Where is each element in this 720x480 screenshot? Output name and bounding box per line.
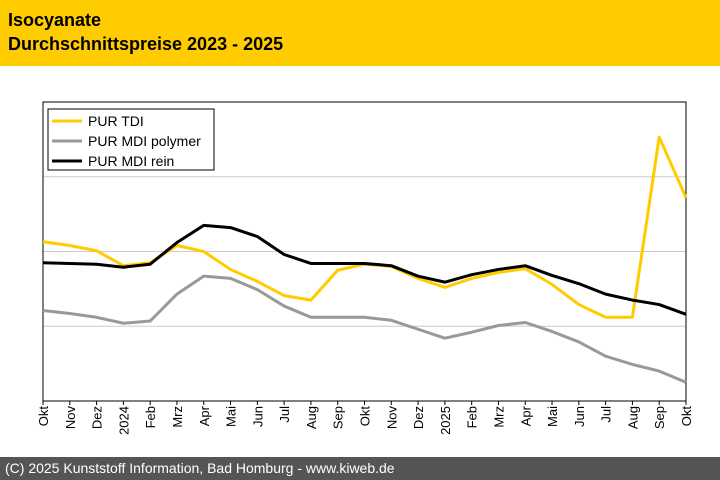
chart-title: Isocyanate: [8, 10, 102, 30]
x-tick-label: Mrz: [491, 406, 506, 428]
x-tick-label: 2025: [438, 406, 453, 435]
legend-label: PUR MDI rein: [88, 153, 174, 169]
line-chart: Okt Nov Dez 2024 Feb Mrz Apr Mai Jun Jul Aug Sep Okt…: [36, 101, 694, 435]
x-tick-label: Mai: [224, 406, 239, 427]
series-line-pur-mdi-rein: [42, 223, 687, 316]
chart-subtitle: Durchschnittspreise 2023 - 2025: [8, 34, 284, 54]
x-tick-label: 2024: [116, 406, 131, 435]
x-tick-label: Feb: [143, 406, 158, 428]
legend-label: PUR MDI polymer: [88, 133, 201, 149]
x-tick-label: Jun: [572, 406, 587, 427]
x-tick-label: Jul: [277, 406, 292, 423]
legend-label: PUR TDI: [88, 113, 144, 129]
x-tick-label: Aug: [625, 406, 640, 429]
x-tick-label: Dez: [411, 406, 426, 429]
legend: PUR TDI PUR MDI polymer PUR MDI rein: [47, 108, 215, 171]
x-tick-label: Jul: [599, 406, 614, 423]
x-tick-label: Sep: [652, 406, 667, 429]
x-tick-label: Mai: [545, 406, 560, 427]
x-tick-label: Mrz: [170, 406, 185, 428]
x-tick-label: Apr: [518, 405, 533, 426]
x-tick-label: Dez: [90, 406, 105, 429]
x-tick-label: Sep: [331, 406, 346, 429]
x-tick-label: Okt: [679, 406, 694, 427]
footer-copyright: (C) 2025 Kunststoff Information, Bad Hom…: [0, 457, 720, 480]
header: Isocyanate Durchschnittspreise 2023 - 20…: [0, 0, 720, 66]
x-tick-label: Okt: [36, 406, 51, 427]
series-line-pur-mdi-polymer: [42, 274, 687, 384]
x-tick-label: Nov: [384, 406, 399, 430]
x-tick-label: Okt: [358, 406, 373, 427]
x-tick-label: Jun: [250, 406, 265, 427]
x-tick-label: Nov: [63, 406, 78, 430]
x-tick-label: Feb: [465, 406, 480, 428]
x-tick-label: Apr: [197, 405, 212, 426]
x-tick-label: Aug: [304, 406, 319, 429]
